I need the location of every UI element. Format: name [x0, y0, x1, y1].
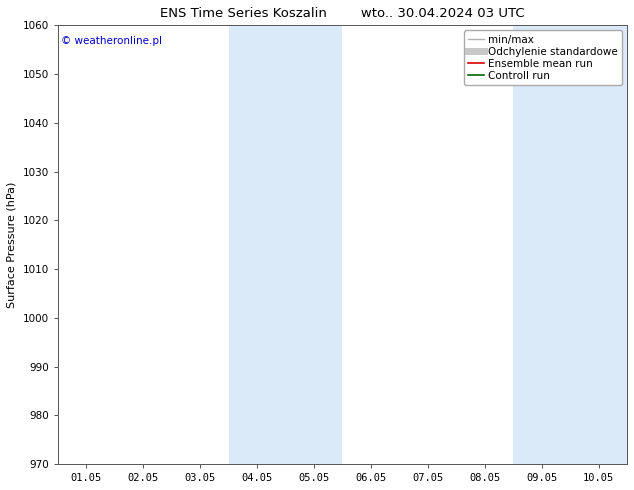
Bar [229, 25, 342, 464]
Text: © weatheronline.pl: © weatheronline.pl [61, 36, 162, 46]
Y-axis label: Surface Pressure (hPa): Surface Pressure (hPa) [7, 181, 17, 308]
Title: ENS Time Series Koszalin        wto.. 30.04.2024 03 UTC: ENS Time Series Koszalin wto.. 30.04.202… [160, 7, 525, 20]
Bar [513, 25, 627, 464]
Legend: min/max, Odchylenie standardowe, Ensemble mean run, Controll run: min/max, Odchylenie standardowe, Ensembl… [464, 30, 622, 85]
